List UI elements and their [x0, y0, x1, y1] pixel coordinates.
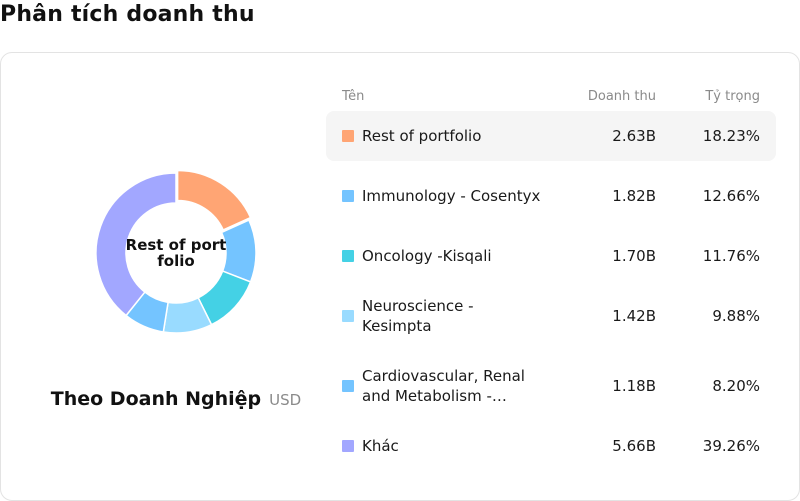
- header-share: Tỷ trọng: [705, 88, 760, 104]
- table-row[interactable]: Rest of portfolio 2.63B 18.23%: [326, 111, 776, 161]
- row-share: 39.26%: [702, 437, 760, 455]
- row-name: Oncology -Kisqali: [362, 247, 492, 265]
- row-revenue: 5.66B: [612, 437, 656, 455]
- row-revenue: 2.63B: [612, 127, 656, 145]
- row-name-cell: Rest of portfolio: [326, 126, 546, 146]
- row-share: 12.66%: [702, 187, 760, 205]
- header-name: Tên: [342, 88, 365, 104]
- row-share: 8.20%: [712, 377, 760, 395]
- chart-caption-title: Theo Doanh Nghiệp: [50, 388, 262, 410]
- row-name-cell: Immunology - Cosentyx: [326, 186, 546, 206]
- row-revenue: 1.70B: [612, 247, 656, 265]
- row-name-cell: Oncology -Kisqali: [326, 246, 546, 266]
- row-name: Khác: [362, 437, 399, 455]
- row-name: Immunology - Cosentyx: [362, 187, 541, 205]
- legend-swatch: [342, 130, 354, 142]
- row-share: 11.76%: [702, 247, 760, 265]
- donut-svg: [95, 169, 257, 334]
- legend-swatch: [342, 380, 354, 392]
- row-revenue: 1.18B: [612, 377, 656, 395]
- donut-chart: Rest of portfolio: [81, 158, 271, 348]
- chart-caption-unit: USD: [269, 391, 302, 409]
- legend-swatch: [342, 190, 354, 202]
- page-title: Phân tích doanh thu: [0, 2, 255, 27]
- donut-slice[interactable]: [176, 169, 252, 231]
- row-revenue: 1.42B: [612, 307, 656, 325]
- table-row[interactable]: Immunology - Cosentyx 1.82B 12.66%: [326, 161, 776, 231]
- row-name: Rest of portfolio: [362, 127, 482, 145]
- row-name-cell: Khác: [326, 436, 546, 456]
- row-revenue: 1.82B: [612, 187, 656, 205]
- revenue-card: Rest of portfolio Theo Doanh Nghiệp USD …: [0, 52, 800, 501]
- row-share: 18.23%: [702, 127, 760, 145]
- donut-slice[interactable]: [95, 172, 177, 317]
- legend-swatch: [342, 440, 354, 452]
- row-name: Neuroscience - Kesimpta: [362, 297, 474, 335]
- table-row[interactable]: Cardiovascular, Renal and Metabolism -… 1…: [326, 351, 776, 421]
- chart-caption: Theo Doanh Nghiệp USD: [1, 388, 351, 410]
- table-row[interactable]: Oncology -Kisqali 1.70B 11.76%: [326, 231, 776, 281]
- table-body: Rest of portfolio 2.63B 18.23% Immunology -…: [326, 111, 776, 471]
- row-name: Cardiovascular, Renal and Metabolism -…: [362, 367, 525, 405]
- row-name-cell: Neuroscience - Kesimpta: [326, 296, 546, 336]
- row-share: 9.88%: [712, 307, 760, 325]
- header-revenue: Doanh thu: [587, 88, 656, 104]
- table-header: Tên Doanh thu Tỷ trọng: [326, 81, 776, 111]
- legend-swatch: [342, 310, 354, 322]
- table-row[interactable]: Khác 5.66B 39.26%: [326, 421, 776, 471]
- table-row[interactable]: Neuroscience - Kesimpta 1.42B 9.88%: [326, 281, 776, 351]
- revenue-table: Tên Doanh thu Tỷ trọng Rest of portfolio…: [326, 81, 776, 471]
- legend-swatch: [342, 250, 354, 262]
- row-name-cell: Cardiovascular, Renal and Metabolism -…: [326, 366, 546, 406]
